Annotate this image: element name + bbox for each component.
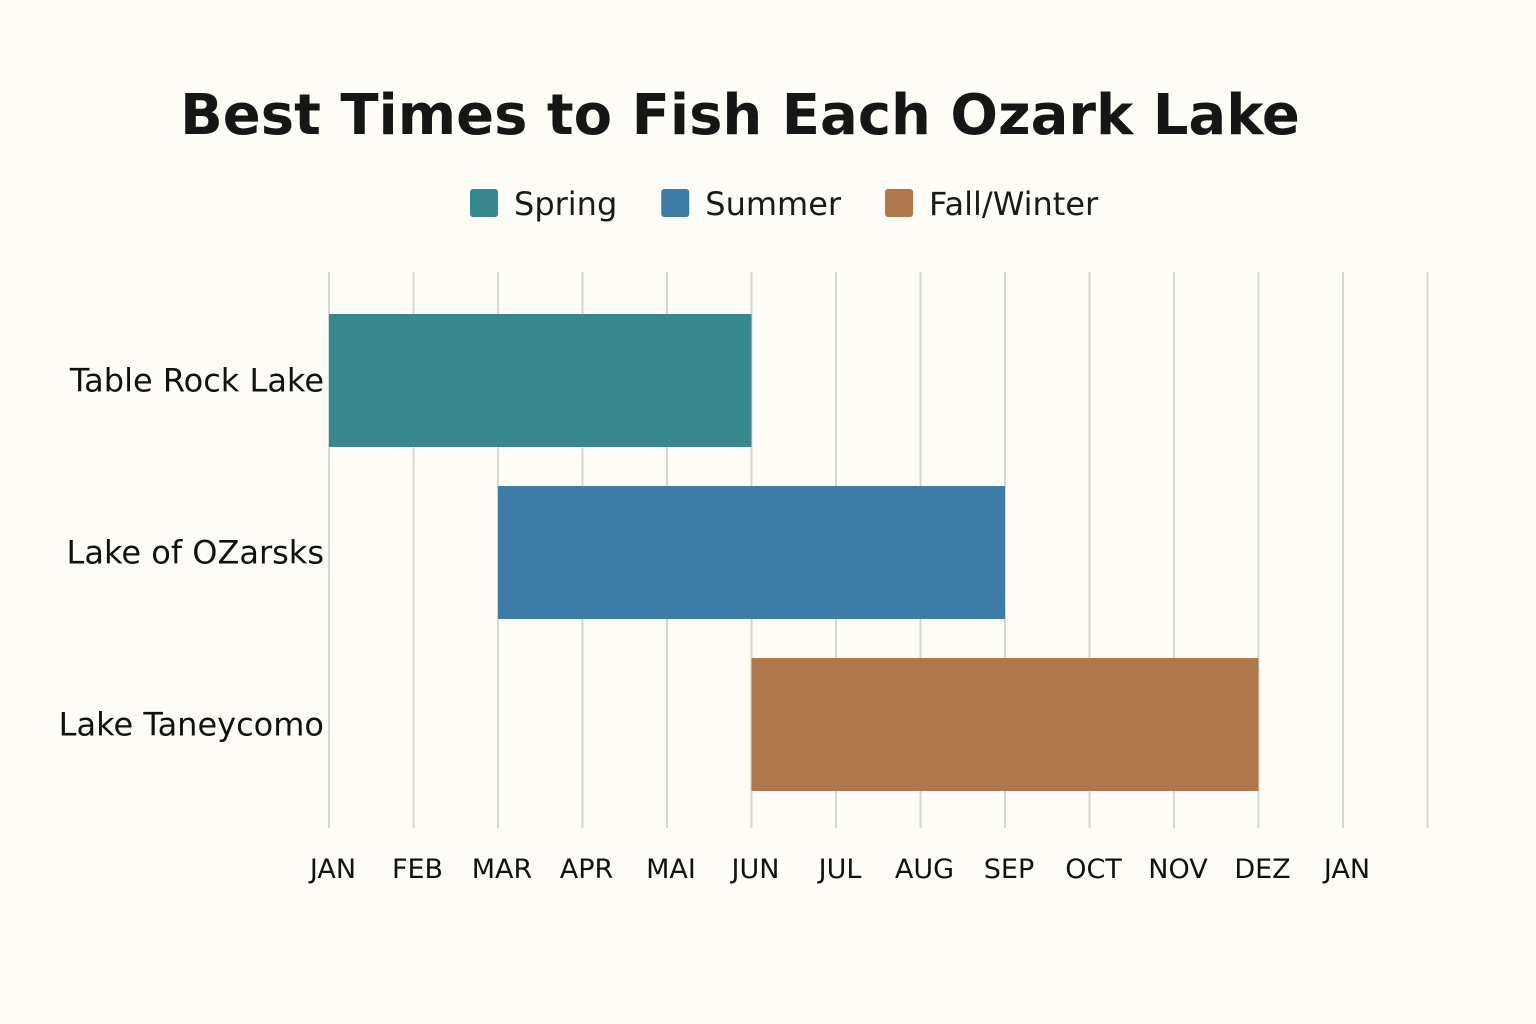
category-label: Lake of OZarsks: [67, 534, 324, 572]
category-labels: Table Rock Lake Lake of OZarsks Lake Taney…: [59, 362, 324, 744]
x-tick-label: APR: [560, 854, 614, 885]
legend: Spring Summer Fall/Winter: [470, 185, 1099, 223]
category-label: Table Rock Lake: [69, 362, 324, 400]
x-tick-label: FEB: [392, 854, 443, 885]
range-bar: [498, 486, 1005, 619]
legend-item: Spring: [470, 185, 617, 223]
legend-label: Spring: [514, 185, 617, 223]
x-axis-tick-labels: JAN FEB MAR APR MAI JUN JUL AUG SEP OCT NOV DEZ JAN: [308, 854, 1370, 885]
category-label: Lake Taneycomo: [59, 706, 324, 744]
bars: [329, 314, 1259, 791]
range-bar: [751, 658, 1259, 791]
legend-swatch: [885, 189, 914, 217]
x-tick-label: JAN: [308, 854, 356, 885]
x-tick-label: SEP: [984, 854, 1034, 885]
x-tick-label: NOV: [1148, 854, 1208, 885]
legend-item: Summer: [661, 185, 842, 223]
legend-swatch: [470, 189, 498, 217]
legend-label: Fall/Winter: [929, 185, 1099, 223]
legend-swatch: [661, 189, 690, 217]
x-tick-label: AUG: [895, 854, 954, 885]
chart-title: Best Times to Fish Each Ozark Lake: [180, 83, 1300, 148]
x-tick-label: OCT: [1065, 854, 1122, 885]
x-tick-label: DEZ: [1234, 854, 1290, 885]
legend-item: Fall/Winter: [885, 185, 1099, 223]
x-tick-label: JAN: [1322, 854, 1370, 885]
x-tick-label: JUN: [730, 854, 780, 885]
range-bar: [329, 314, 752, 447]
x-tick-label: MAR: [472, 854, 533, 885]
x-tick-label: JUL: [817, 854, 862, 885]
x-tick-label: MAI: [646, 854, 696, 885]
legend-label: Summer: [705, 185, 842, 223]
